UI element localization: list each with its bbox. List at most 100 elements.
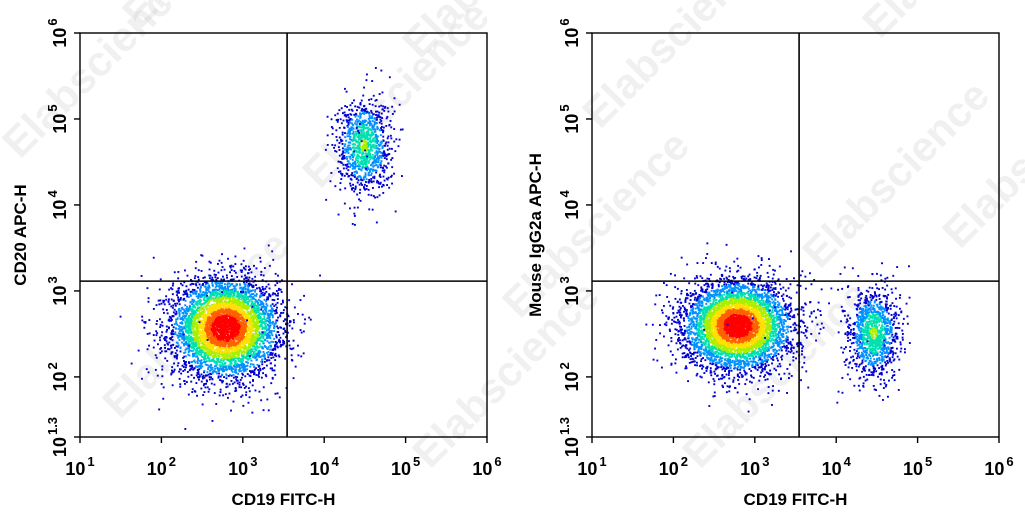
data-point — [198, 336, 201, 338]
data-point — [216, 368, 219, 371]
data-point — [195, 291, 198, 294]
data-point — [185, 329, 187, 332]
data-point — [207, 366, 210, 369]
data-point — [200, 270, 203, 272]
data-point — [255, 293, 258, 295]
data-point — [239, 306, 241, 309]
data-point — [217, 271, 220, 274]
data-point — [255, 374, 258, 376]
data-point — [282, 320, 285, 323]
data-point — [214, 365, 216, 368]
data-point — [267, 346, 270, 349]
data-point — [297, 354, 300, 357]
data-point — [188, 361, 190, 364]
data-point — [202, 374, 205, 377]
data-point — [264, 292, 266, 295]
data-point — [211, 372, 214, 375]
data-point — [201, 332, 204, 335]
data-point — [235, 314, 238, 317]
data-point — [179, 368, 182, 371]
data-point — [263, 326, 266, 329]
data-point — [236, 318, 239, 321]
data-point — [233, 327, 236, 330]
data-point — [228, 340, 231, 342]
data-point — [225, 317, 228, 319]
data-point — [319, 274, 321, 277]
data-point — [243, 305, 245, 308]
data-point — [278, 338, 281, 341]
data-point — [237, 358, 239, 360]
data-point — [254, 322, 256, 324]
data-point — [247, 355, 249, 358]
data-point — [224, 320, 227, 323]
data-point — [200, 315, 203, 318]
data-point — [222, 344, 225, 347]
data-point — [254, 289, 257, 291]
data-point — [148, 319, 151, 321]
data-point — [216, 327, 219, 330]
data-point — [229, 293, 231, 296]
data-point — [218, 394, 221, 397]
data-point — [201, 345, 204, 348]
data-point — [210, 336, 212, 339]
data-point — [284, 306, 287, 309]
data-point — [210, 376, 212, 379]
data-point — [171, 369, 173, 372]
data-point — [253, 336, 255, 339]
data-point — [229, 304, 231, 306]
data-point — [203, 345, 205, 348]
data-point — [263, 318, 266, 320]
data-point — [267, 312, 269, 315]
data-point — [240, 376, 243, 379]
data-point — [219, 345, 221, 348]
data-point — [221, 303, 224, 306]
data-point — [183, 344, 185, 347]
data-point — [206, 320, 209, 323]
data-point — [176, 302, 179, 305]
data-point — [167, 343, 169, 346]
data-point — [248, 313, 251, 316]
data-point — [184, 330, 187, 333]
data-point — [182, 334, 185, 337]
data-point — [166, 329, 168, 331]
data-point — [258, 355, 261, 357]
data-point — [277, 289, 280, 291]
data-point — [235, 356, 237, 359]
data-point — [181, 337, 184, 340]
data-point — [215, 288, 218, 291]
data-point — [223, 278, 225, 281]
data-point — [168, 348, 171, 351]
data-point — [214, 342, 216, 345]
data-point — [241, 365, 244, 368]
data-point — [181, 284, 184, 287]
data-point — [219, 314, 222, 317]
data-point — [202, 308, 204, 310]
data-point — [184, 428, 187, 430]
data-point — [227, 312, 230, 315]
data-point — [215, 304, 217, 306]
data-point — [193, 310, 196, 313]
data-point — [219, 329, 222, 332]
data-point — [165, 298, 168, 301]
data-point — [269, 319, 271, 322]
data-point — [217, 375, 220, 378]
data-point — [188, 347, 190, 350]
data-point — [216, 354, 219, 357]
data-point — [193, 289, 196, 291]
data-point — [272, 309, 274, 312]
data-point — [204, 319, 207, 322]
data-point — [154, 354, 157, 357]
data-point — [218, 301, 221, 303]
data-point — [224, 346, 227, 349]
data-point — [198, 315, 201, 318]
data-point — [177, 362, 180, 365]
data-point — [231, 300, 234, 302]
data-point — [285, 322, 288, 325]
data-point — [268, 317, 271, 319]
data-point — [211, 360, 214, 362]
data-point — [189, 318, 192, 320]
data-point — [227, 315, 230, 318]
data-point — [208, 378, 211, 381]
data-point — [202, 328, 205, 331]
data-point — [209, 354, 212, 357]
